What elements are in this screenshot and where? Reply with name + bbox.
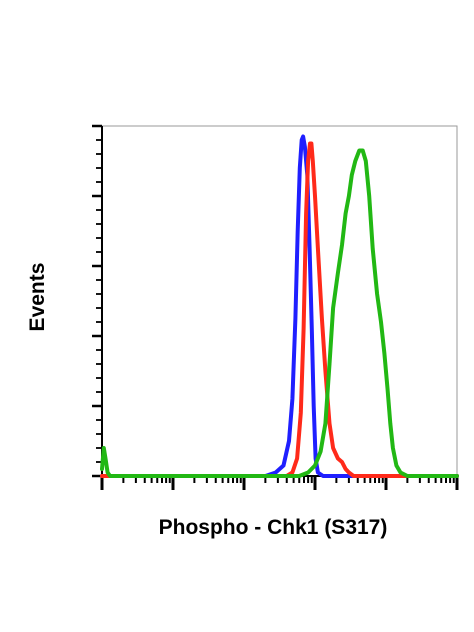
y-axis-label: Events [26,263,49,332]
series-line-3 [100,148,459,478]
series-line-1 [100,134,459,478]
series-layer [100,134,459,478]
x-axis-label: Phospho - Chk1 (S317) [159,516,388,539]
series-line-2 [100,141,459,478]
